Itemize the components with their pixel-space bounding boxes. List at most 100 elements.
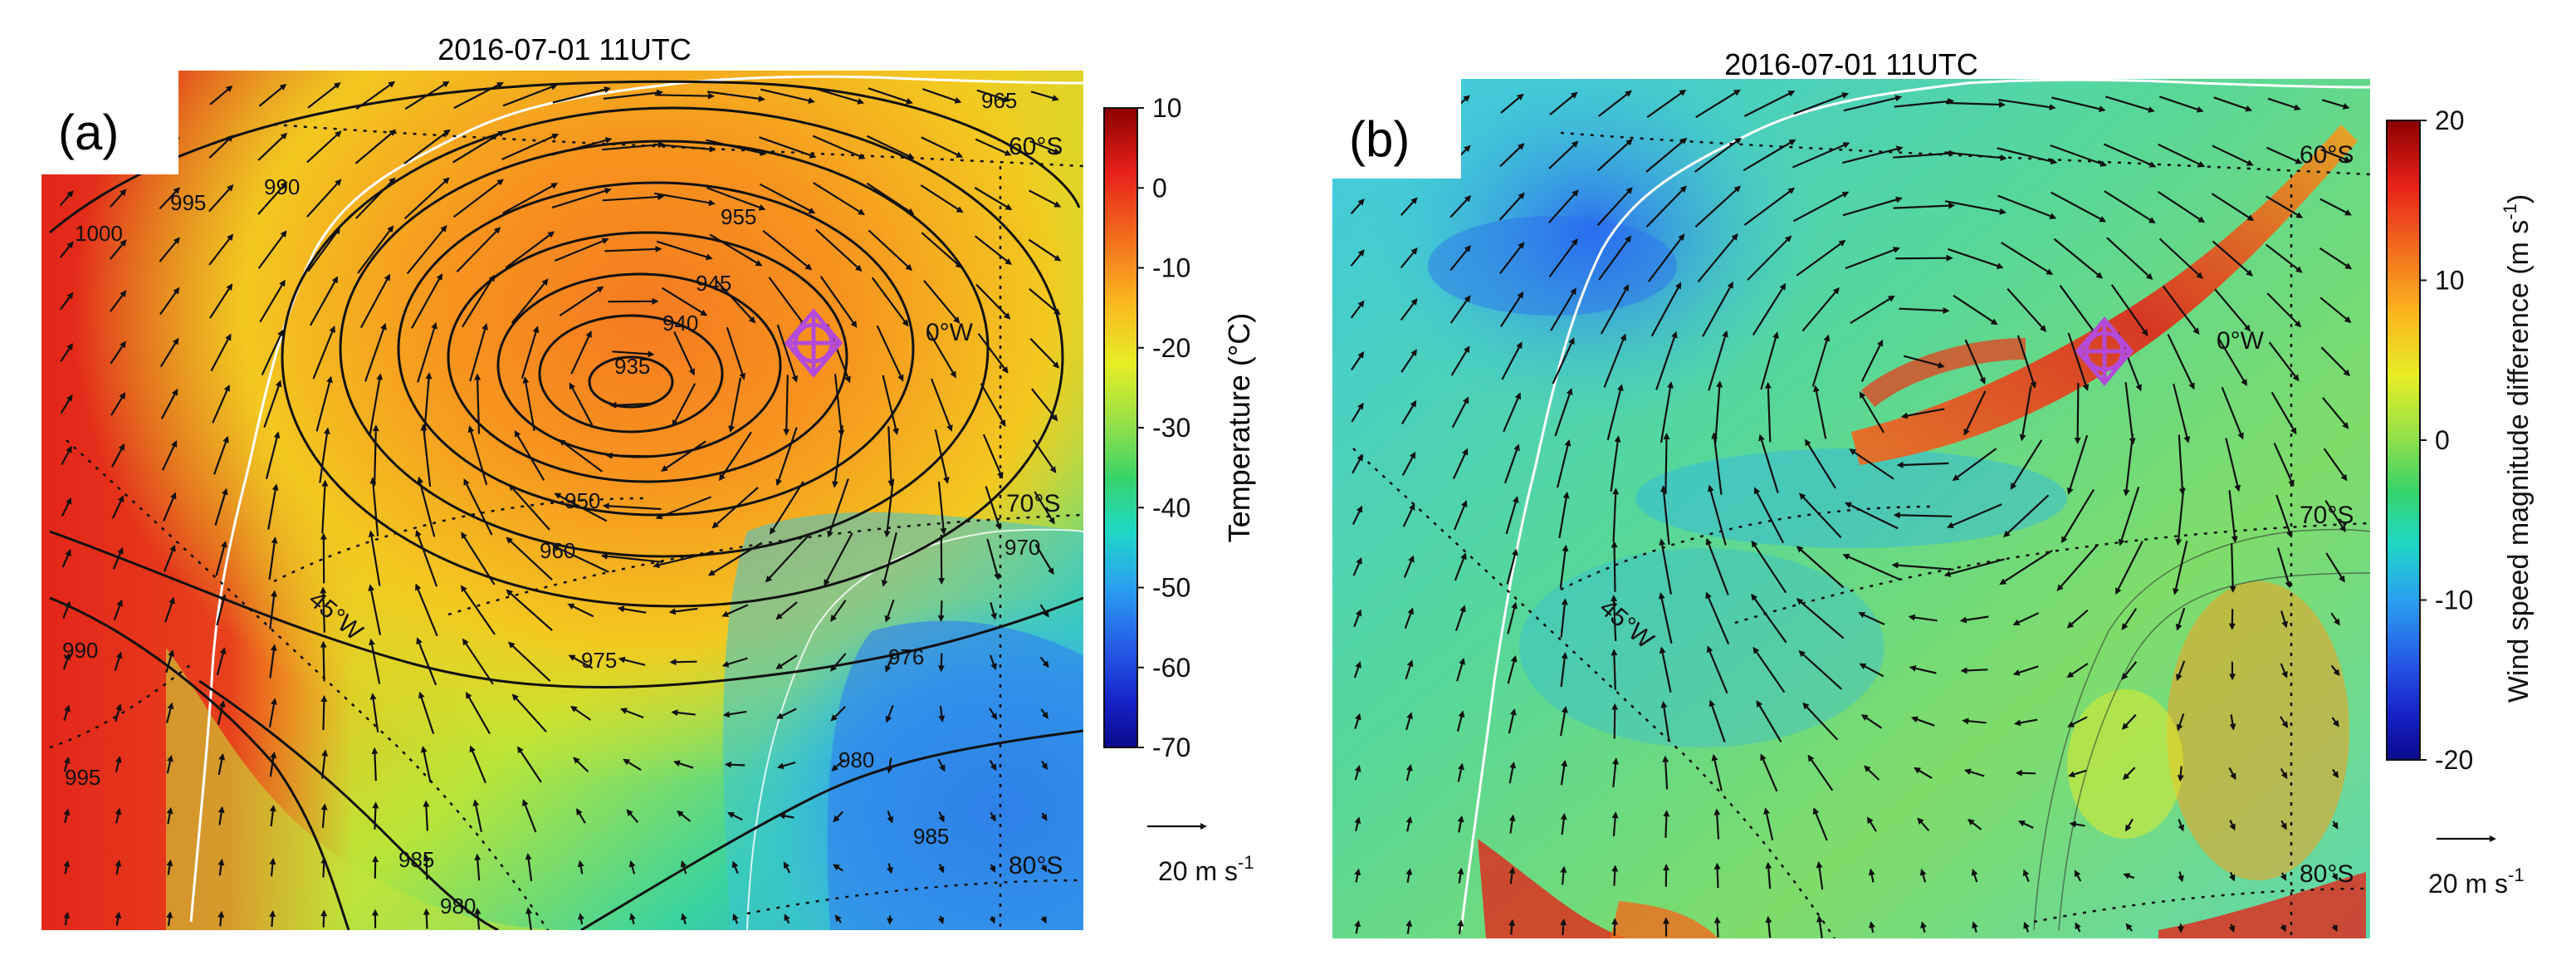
wind-vector [453, 81, 504, 110]
wind-vector [1707, 484, 1727, 546]
wind-vector [2068, 769, 2087, 778]
station-marker-icon [784, 308, 843, 378]
wind-vector [61, 549, 71, 568]
wind-vector [1646, 89, 1687, 118]
wind-vector [1611, 595, 1618, 641]
wind-vector [261, 329, 284, 376]
wind-vector [868, 87, 913, 105]
wind-vector [1560, 919, 1567, 936]
wind-vector [1849, 448, 1894, 480]
wind-vector [2325, 552, 2345, 583]
wind-vector [2225, 438, 2241, 492]
wind-vector [662, 287, 708, 316]
wind-vector [418, 691, 435, 734]
wind-vector [1792, 191, 1850, 223]
wind-vector [1816, 915, 1823, 938]
wind-vector [1645, 137, 1688, 173]
wind-vector [617, 605, 647, 614]
wind-vector [1864, 765, 1880, 781]
vector-key-value: 20 [2428, 869, 2458, 899]
wind-vector [1457, 762, 1464, 782]
wind-vector [414, 583, 438, 637]
wind-vector [1508, 866, 1516, 884]
wind-vector [2059, 285, 2097, 336]
wind-vector [1791, 142, 1850, 169]
isobar-label: 975 [581, 648, 617, 673]
wind-vector [166, 859, 174, 875]
wind-vector [2276, 547, 2292, 589]
wind-vector [320, 856, 328, 878]
wind-vector [461, 532, 496, 585]
panel-a-title: 2016-07-01 11UTC [437, 32, 692, 66]
wind-vector [938, 705, 946, 723]
wind-vector [1611, 649, 1618, 690]
wind-vector [309, 276, 339, 326]
wind-vector [2324, 500, 2346, 533]
wind-vector [208, 135, 234, 159]
colorbar-tick-label: -20 [2435, 745, 2473, 775]
wind-vector [320, 803, 328, 828]
wind-vector [937, 758, 946, 772]
wind-vector [834, 914, 842, 923]
svg-text:Wind speed magnitude differenc: Wind speed magnitude difference (m s-1) [2500, 194, 2534, 703]
wind-vector [654, 92, 716, 100]
wind-vector [656, 240, 713, 261]
wind-vector [320, 695, 328, 731]
wind-vector [2176, 713, 2185, 732]
lat-label-60s: 60°S [1009, 133, 1063, 160]
isobar-label: 965 [981, 88, 1017, 113]
wind-vector [1869, 921, 1875, 933]
wind-vector [2074, 870, 2082, 882]
wind-vector [1694, 185, 1742, 228]
wind-vector [603, 89, 664, 100]
wind-vector [1910, 716, 1935, 727]
wind-vector [726, 326, 746, 380]
wind-vector [975, 138, 1012, 156]
wind-vector [208, 233, 234, 266]
lat-label-80s: 80°S [1009, 852, 1063, 879]
wind-vector [1660, 485, 1670, 545]
panel-b-wind-vectors [1350, 89, 2353, 938]
wind-vector [411, 272, 442, 329]
wind-vector [2019, 385, 2032, 442]
isobar-label: 950 [565, 488, 600, 513]
wind-vector [827, 478, 849, 538]
wind-vector [551, 137, 613, 156]
wind-vector [882, 375, 899, 436]
wind-vector [2051, 191, 2107, 223]
wind-vector [357, 225, 394, 274]
wind-vector [759, 183, 816, 214]
wind-vector [1603, 333, 1627, 388]
wind-vector [887, 426, 895, 487]
wind-vector [1507, 654, 1518, 684]
wind-vector [1711, 753, 1723, 791]
wind-vector [626, 809, 639, 824]
wind-vector [2175, 487, 2185, 546]
wind-vector [2066, 609, 2089, 629]
wind-vector [866, 135, 915, 159]
wind-vector [1400, 399, 1417, 425]
wind-vector [1967, 818, 1982, 830]
wind-vector [1029, 337, 1060, 369]
wind-vector [1598, 235, 1632, 281]
wind-vector [2228, 923, 2236, 933]
wind-vector [982, 434, 1004, 479]
lon-label-0w: 0°W [926, 319, 974, 346]
wind-vector [1972, 921, 1978, 933]
wind-vector [501, 133, 560, 160]
wind-vector [661, 440, 706, 472]
wind-vector [1893, 202, 1956, 209]
wind-vector [618, 656, 646, 666]
wind-vector [1858, 611, 1885, 625]
wind-vector [2322, 397, 2349, 429]
wind-vector [209, 283, 233, 319]
wind-vector [1943, 558, 2005, 577]
wind-vector [1842, 196, 1903, 217]
wind-vector [602, 194, 665, 202]
wind-vector [721, 604, 749, 617]
wind-vector [506, 589, 553, 631]
wind-vector [770, 481, 804, 535]
wind-vector [2279, 716, 2289, 728]
wind-vector [218, 806, 225, 825]
wind-vector [258, 83, 287, 107]
